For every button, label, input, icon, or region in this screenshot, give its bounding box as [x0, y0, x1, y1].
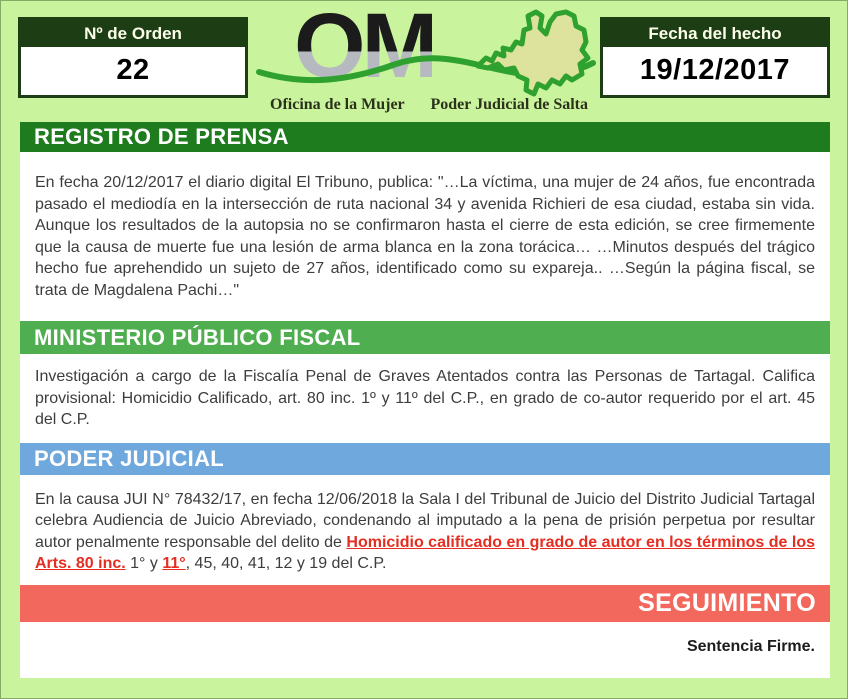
text-segment-red-underline: 11° [162, 555, 186, 572]
om-monogram: OM [294, 0, 438, 97]
order-number-label: Nº de Orden [21, 20, 245, 47]
text-segment-normal: En la causa JUI N° 78432/17, en fecha 12… [35, 490, 815, 551]
logo-caption-poder-judicial: Poder Judicial de Salta [430, 96, 589, 113]
seguimiento-status: Sentencia Firme. [686, 637, 815, 655]
heading-text: REGISTRO DE PRENSA [34, 124, 289, 149]
registro-de-prensa-text: En fecha 20/12/2017 el diario digital El… [35, 174, 815, 299]
order-number-box: Nº de Orden 22 [18, 17, 248, 98]
logo-caption-oficina: Oficina de la Mujer [270, 96, 405, 113]
content-panel: REGISTRO DE PRENSA En fecha 20/12/2017 e… [20, 122, 830, 678]
incident-date-box: Fecha del hecho 19/12/2017 [600, 17, 830, 98]
text-segment-red-underline: Homicidio calificado en grado de autor e… [35, 533, 816, 573]
ministerio-publico-fiscal-text: Investigación a cargo de la Fiscalía Pen… [35, 368, 815, 428]
logo-captions: Oficina de la Mujer Poder Judicial de Sa… [270, 96, 588, 114]
heading-text: SEGUIMIENTO [638, 588, 816, 617]
incident-date-label: Fecha del hecho [603, 20, 827, 47]
order-number-value: 22 [116, 54, 150, 86]
om-logo: OM Oficina de la Mujer Poder Judicial de… [256, 0, 596, 114]
heading-text: PODER JUDICIAL [34, 445, 224, 471]
salta-province-map-icon [475, 9, 591, 97]
section-heading-registro-de-prensa: REGISTRO DE PRENSA [20, 122, 830, 152]
text-segment-normal: , 45, 40, 41, 12 y 19 del C.P. [185, 555, 387, 572]
incident-date-value: 19/12/2017 [639, 54, 791, 86]
heading-text: MINISTERIO PÚBLICO FISCAL [34, 324, 361, 350]
section-heading-seguimiento: SEGUIMIENTO [20, 584, 830, 622]
text-segment-normal: 1° y [125, 555, 163, 572]
poder-judicial-text: En la causa JUI N° 78432/17, en fecha 12… [20, 489, 830, 575]
section-heading-poder-judicial: PODER JUDICIAL [20, 442, 830, 475]
section-heading-ministerio-publico-fiscal: MINISTERIO PÚBLICO FISCAL [20, 321, 830, 354]
